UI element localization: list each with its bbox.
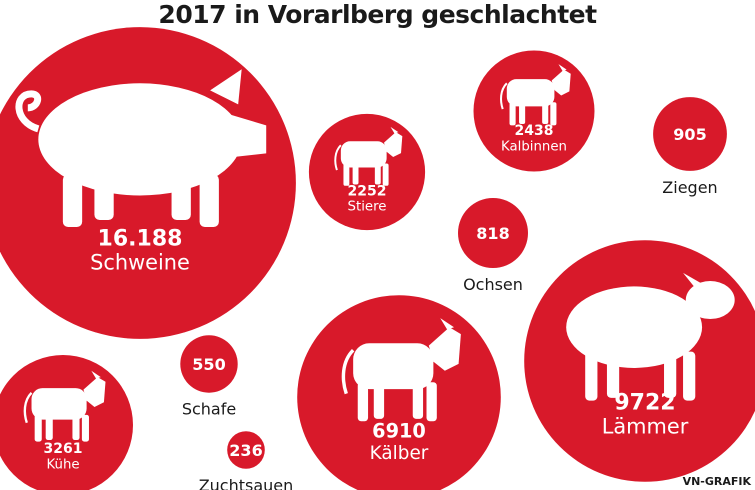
pig-icon xyxy=(15,69,267,228)
category-label-kalbinnen: Kalbinnen xyxy=(501,140,567,155)
source-label: VN-GRAFIK xyxy=(682,475,751,488)
cow-icon xyxy=(23,370,106,442)
category-label-ochsen: Ochsen xyxy=(463,275,523,294)
category-label-schweine: Schweine xyxy=(90,250,190,274)
category-label-laemmer: Lämmer xyxy=(602,414,689,438)
value-label-kaelber: 6910 xyxy=(372,420,426,443)
bubble-ochsen: 818 Ochsen xyxy=(458,198,528,294)
chart-title: 2017 in Vorarlberg geschlachtet xyxy=(158,0,597,29)
category-label-kuehe: Kühe xyxy=(46,457,79,472)
bubble-ziegen: 905 Ziegen xyxy=(653,97,727,197)
category-label-kaelber: Kälber xyxy=(370,443,429,464)
category-label-ziegen: Ziegen xyxy=(662,178,717,197)
value-label-ochsen: 818 xyxy=(476,224,509,243)
heifer-icon xyxy=(500,64,571,126)
value-label-zuchtsauen: 236 xyxy=(229,441,262,460)
value-label-kalbinnen: 2438 xyxy=(515,123,554,139)
bubble-circle-schafe xyxy=(180,335,238,393)
bubble-circle-ziegen xyxy=(653,97,727,171)
value-label-schweine: 16.188 xyxy=(98,226,183,251)
bull-icon xyxy=(334,126,403,186)
bubble-circle-zuchtsauen xyxy=(227,431,265,469)
sheep-icon xyxy=(566,272,735,401)
bubble-schafe: 550 Schafe xyxy=(180,335,238,419)
value-label-ziegen: 905 xyxy=(673,125,706,144)
category-label-schafe: Schafe xyxy=(182,400,236,419)
bubble-circle-ochsen xyxy=(458,198,528,268)
value-label-kuehe: 3261 xyxy=(44,441,83,457)
value-label-laemmer: 9722 xyxy=(614,390,675,415)
category-label-stiere: Stiere xyxy=(348,200,387,215)
value-label-schafe: 550 xyxy=(192,355,225,374)
value-label-stiere: 2252 xyxy=(348,183,387,199)
bubble-zuchtsauen: 236 Zuchtsauen xyxy=(199,431,294,490)
category-label-zuchtsauen: Zuchtsauen xyxy=(199,476,294,490)
calf-icon xyxy=(341,318,461,422)
